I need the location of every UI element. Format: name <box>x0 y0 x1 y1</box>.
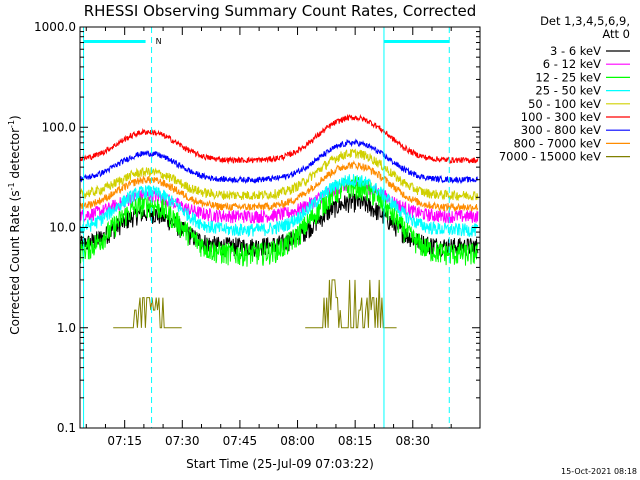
series-line-5 <box>79 113 479 165</box>
x-tick-label: 08:00 <box>280 434 315 448</box>
plot-frame <box>79 26 481 429</box>
series-line-0 <box>79 192 479 258</box>
saa-flag-label: N <box>156 37 162 46</box>
chart-title: RHESSI Observing Summary Count Rates, Co… <box>84 2 477 20</box>
legend-header-line-1: Det 1,3,4,5,6,9, <box>540 14 630 28</box>
series-line-6 <box>79 138 479 185</box>
attenuator-bar-1 <box>83 40 146 43</box>
legend-label-2: 12 - 25 keV <box>535 70 601 84</box>
legend-header-line-2: Att 0 <box>602 27 630 41</box>
x-axis-label: Start Time (25-Jul-09 07:03:22) <box>186 457 374 471</box>
series-line-3 <box>79 174 479 238</box>
x-tick-label: 08:15 <box>338 434 373 448</box>
x-tick-label: 07:15 <box>107 434 142 448</box>
legend-label-8: 7000 - 15000 keV <box>499 150 601 164</box>
plot-data: N <box>79 27 479 428</box>
legend-label-6: 300 - 800 keV <box>521 123 601 137</box>
legend-label-7: 800 - 7000 keV <box>513 136 601 150</box>
y-tick-label: 10.0 <box>49 221 76 235</box>
legend-label-4: 50 - 100 keV <box>528 97 601 111</box>
y-tick-label: 100.0 <box>42 120 76 134</box>
legend-label-3: 25 - 50 keV <box>535 84 601 98</box>
attenuator-bar-2 <box>383 40 450 43</box>
x-tick-label: 08:30 <box>395 434 430 448</box>
series-line-7 <box>79 159 479 212</box>
x-tick-label: 07:30 <box>165 434 200 448</box>
series-line-8 <box>113 279 397 329</box>
legend-label-1: 6 - 12 keV <box>543 57 601 71</box>
y-tick-label: 1.0 <box>57 321 76 335</box>
axes: 1000.0 100.0 10.0 1.0 0.1 07:15 07:30 07:45 08:0… <box>34 20 480 448</box>
legend-label-0: 3 - 6 keV <box>550 44 601 58</box>
series-line-2 <box>79 176 479 267</box>
timestamp: 15-Oct-2021 08:18 <box>561 467 637 476</box>
svg-text:Corrected Count Rate (s-1 dete: Corrected Count Rate (s-1 detector-1) <box>7 115 22 334</box>
y-axis-label: Corrected Count Rate (s-1 detector-1) <box>7 115 22 334</box>
series-line-4 <box>79 148 479 201</box>
y-tick-label: 1000.0 <box>34 20 76 34</box>
legend-label-5: 100 - 300 keV <box>521 110 601 124</box>
y-tick-label: 0.1 <box>57 421 76 435</box>
x-tick-label: 07:45 <box>223 434 258 448</box>
